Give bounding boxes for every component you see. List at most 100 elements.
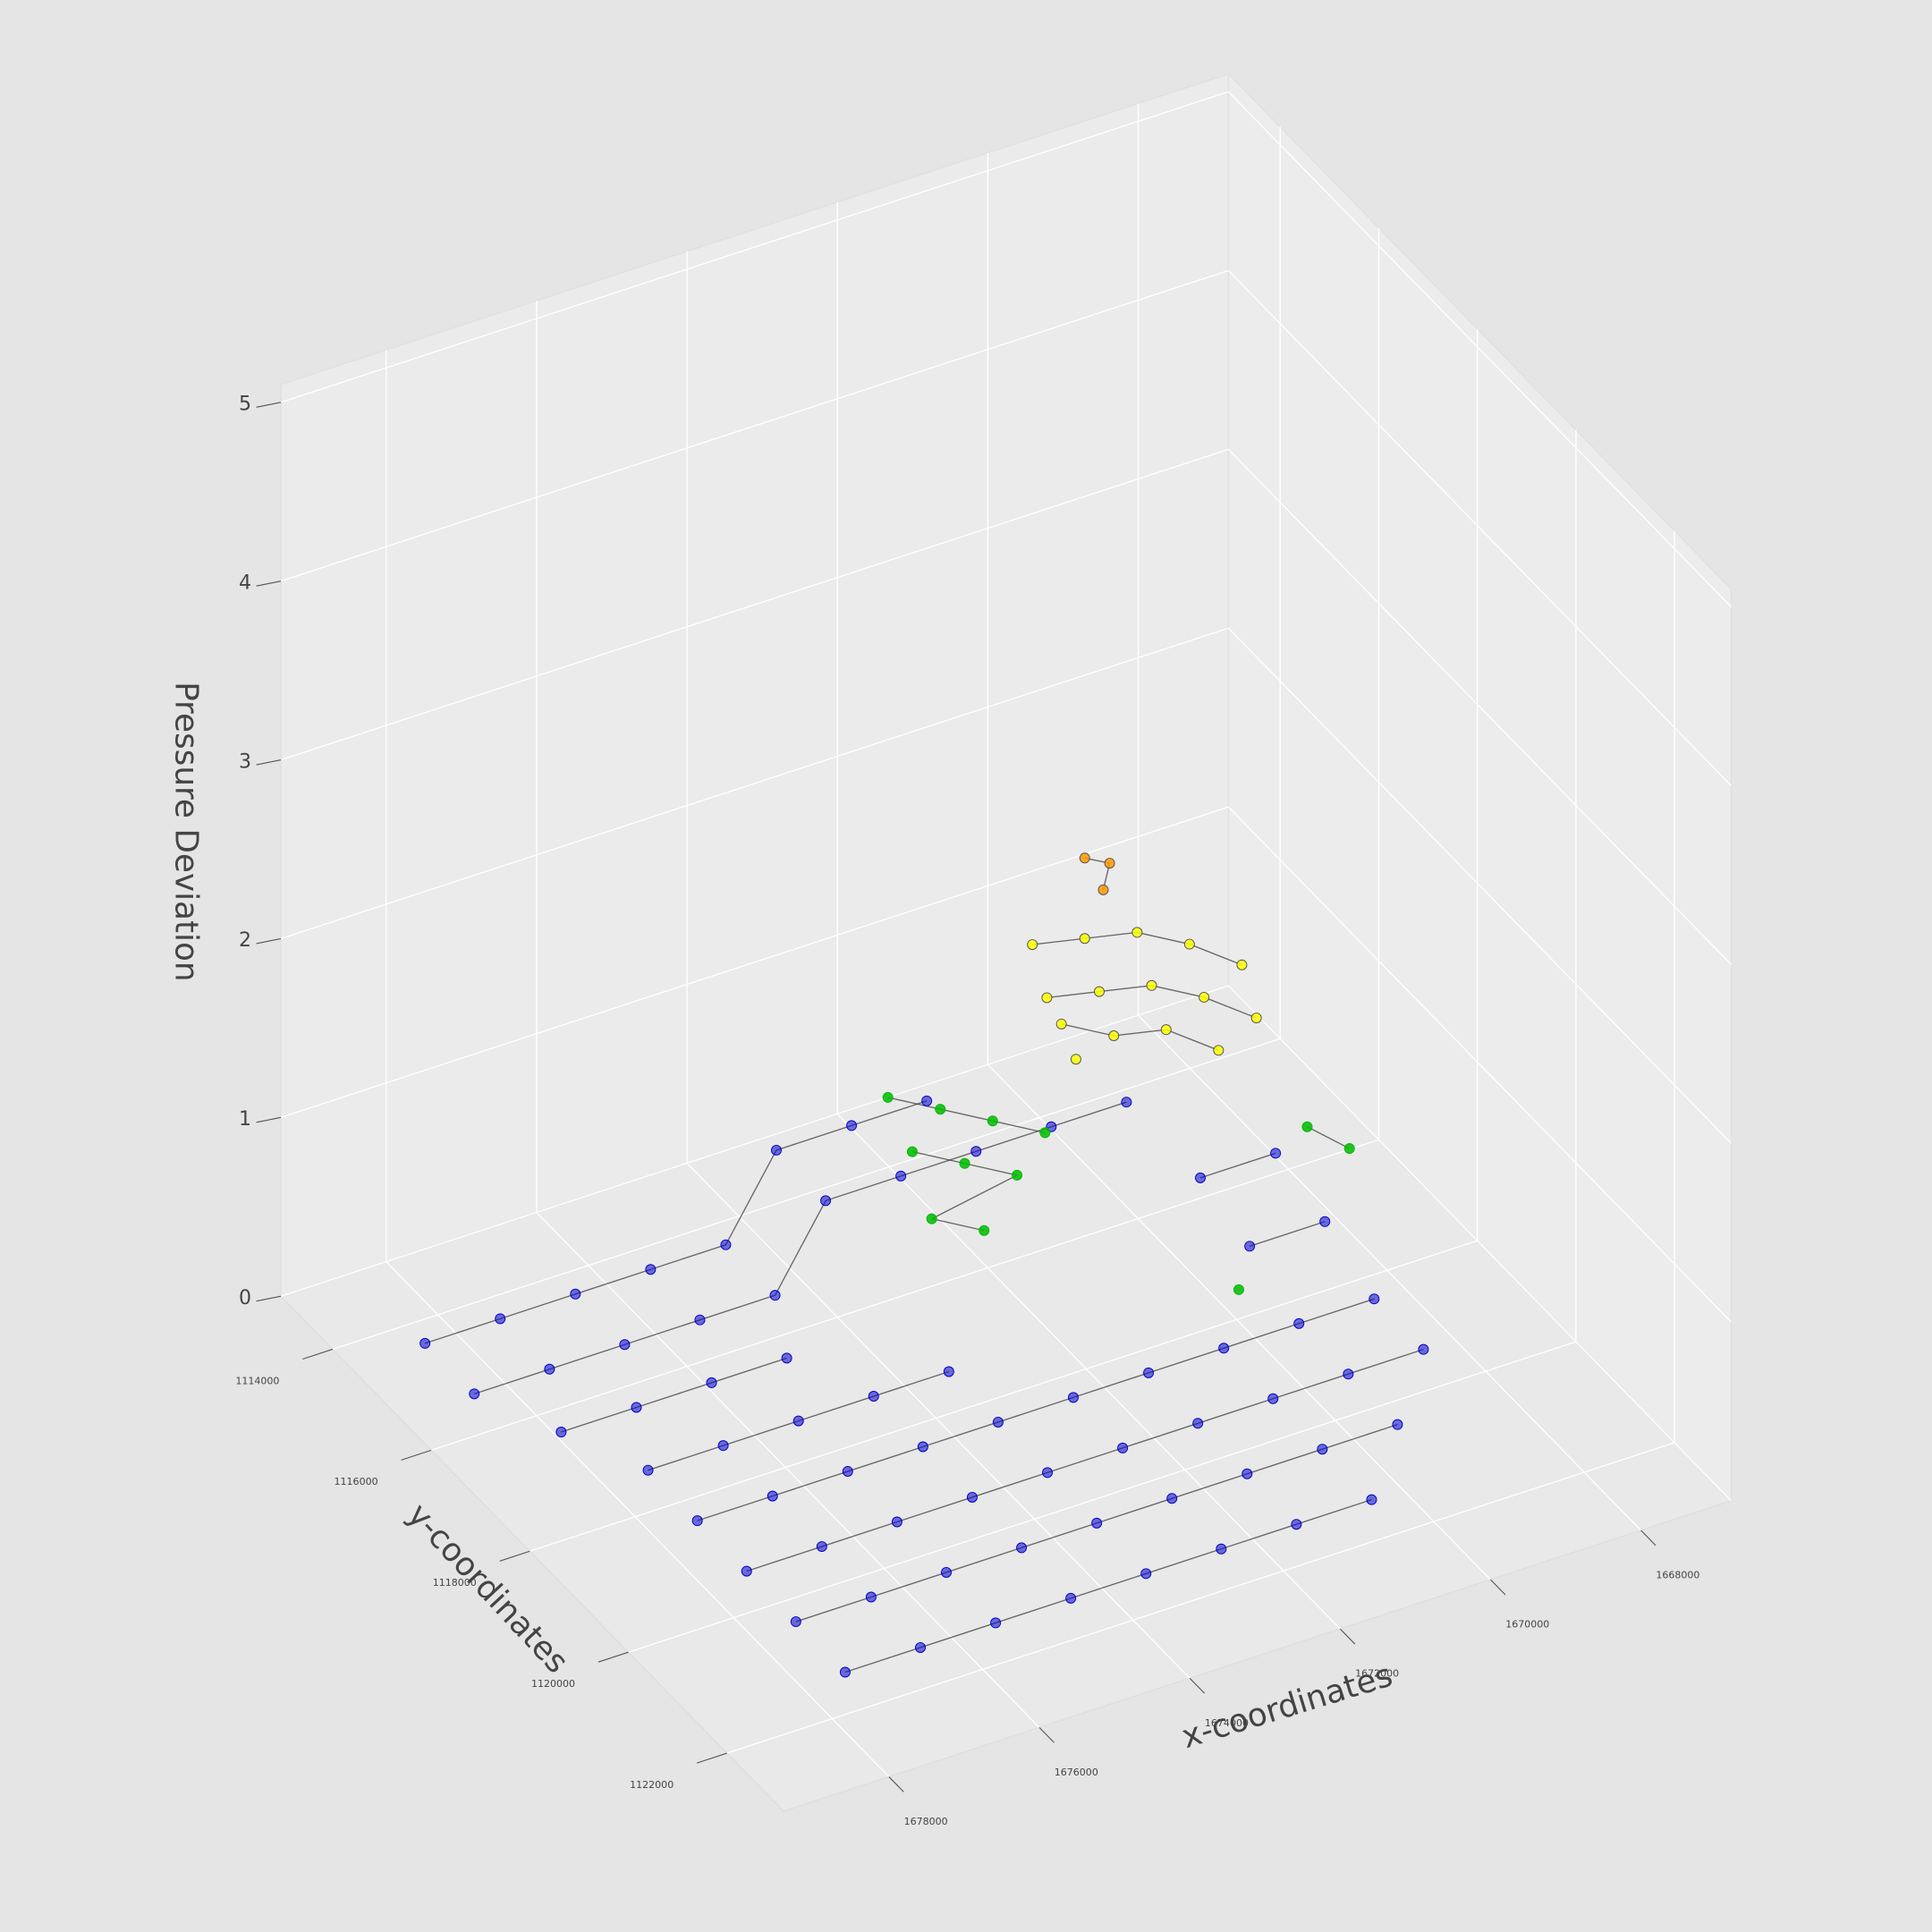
edge [1247, 1448, 1323, 1475]
node [917, 1441, 928, 1453]
node [1166, 1493, 1178, 1504]
y-tick-label: 1114000 [235, 1375, 279, 1386]
edge [650, 1244, 726, 1270]
node [1218, 1343, 1230, 1354]
node [1091, 1517, 1103, 1529]
node [767, 1490, 778, 1502]
node [979, 1224, 990, 1236]
edge [1096, 1497, 1173, 1524]
node [570, 1288, 581, 1300]
grid [280, 90, 1732, 1777]
node [555, 1427, 567, 1438]
node [966, 1491, 978, 1503]
node [865, 1591, 877, 1603]
edge [873, 1370, 950, 1397]
node [868, 1391, 879, 1402]
node [1366, 1494, 1377, 1505]
edge [1348, 1348, 1424, 1375]
node [1270, 1148, 1282, 1159]
tick-mark [1038, 1726, 1055, 1743]
grid-line [280, 985, 1229, 1297]
edge [870, 1572, 947, 1598]
edge [636, 1382, 712, 1409]
node [792, 1415, 804, 1427]
node [1104, 858, 1115, 869]
grid-line [1227, 985, 1732, 1502]
node [1108, 1030, 1120, 1041]
edge [945, 1546, 1022, 1573]
x-tick-label: 1674000 [1205, 1717, 1249, 1729]
grid-line [1227, 91, 1732, 607]
node [915, 1641, 927, 1653]
tick-mark [302, 1348, 334, 1360]
edge [992, 1120, 1046, 1134]
edge [995, 1597, 1072, 1624]
edge [1199, 1152, 1276, 1179]
edge [1296, 1499, 1372, 1525]
node [1039, 1127, 1051, 1139]
edge [971, 1471, 1048, 1498]
grid-line [686, 1162, 1191, 1679]
edge [1299, 1298, 1375, 1325]
ticks: 1668000 1670000 1672000 1674000 1676000 16780… [235, 394, 1699, 1827]
node [1097, 884, 1109, 895]
edge [1084, 931, 1138, 939]
edge [1061, 1023, 1114, 1037]
node [926, 1213, 937, 1224]
edge [1221, 1523, 1297, 1550]
edge [624, 1319, 700, 1345]
edge [1070, 1572, 1147, 1599]
node [816, 1541, 827, 1553]
node [1195, 1172, 1207, 1183]
y-tick-label: 1120000 [531, 1678, 575, 1690]
edge [1137, 931, 1191, 945]
edge [844, 1647, 921, 1674]
edge [1151, 985, 1205, 998]
edge [1203, 996, 1257, 1019]
z-tick-label: 0 [239, 1287, 251, 1309]
edge [1197, 1398, 1274, 1424]
edge [1223, 1323, 1300, 1349]
node [970, 1146, 982, 1157]
y-tick-label: 1122000 [630, 1779, 674, 1791]
node [1027, 939, 1038, 951]
node [1121, 1097, 1132, 1108]
edge [795, 1596, 872, 1623]
tick-mark [499, 1550, 530, 1562]
edge [1114, 1029, 1166, 1037]
edge [1046, 1447, 1123, 1474]
node [469, 1388, 480, 1400]
node [842, 1466, 853, 1478]
edge [723, 1419, 799, 1446]
z-tick-label: 1 [239, 1108, 251, 1131]
x-tick-label: 1676000 [1055, 1767, 1098, 1778]
node [1392, 1419, 1403, 1430]
node [1146, 979, 1157, 991]
tick-mark [1640, 1530, 1657, 1546]
node [1216, 1543, 1227, 1555]
node [1233, 1284, 1244, 1295]
grid-line [280, 90, 1229, 403]
edge [887, 1097, 941, 1110]
edge [900, 1150, 977, 1177]
tick-mark [1189, 1677, 1206, 1694]
grid-line [1227, 627, 1732, 1144]
node [1301, 1121, 1313, 1132]
grid-line [430, 1139, 1379, 1452]
edge [911, 1150, 965, 1165]
edge [575, 1268, 651, 1295]
node [1213, 1045, 1224, 1056]
node [1079, 852, 1090, 864]
node [631, 1402, 642, 1413]
edge [1122, 1422, 1199, 1449]
z-axis-label: Pressure Deviation [168, 682, 205, 981]
node [1117, 1442, 1129, 1453]
edge [1051, 1101, 1127, 1128]
grid-line [280, 806, 1229, 1118]
tick-mark [256, 759, 282, 766]
edge [1273, 1373, 1349, 1400]
edge [724, 1149, 777, 1246]
node [619, 1339, 631, 1351]
node [1055, 1018, 1067, 1030]
